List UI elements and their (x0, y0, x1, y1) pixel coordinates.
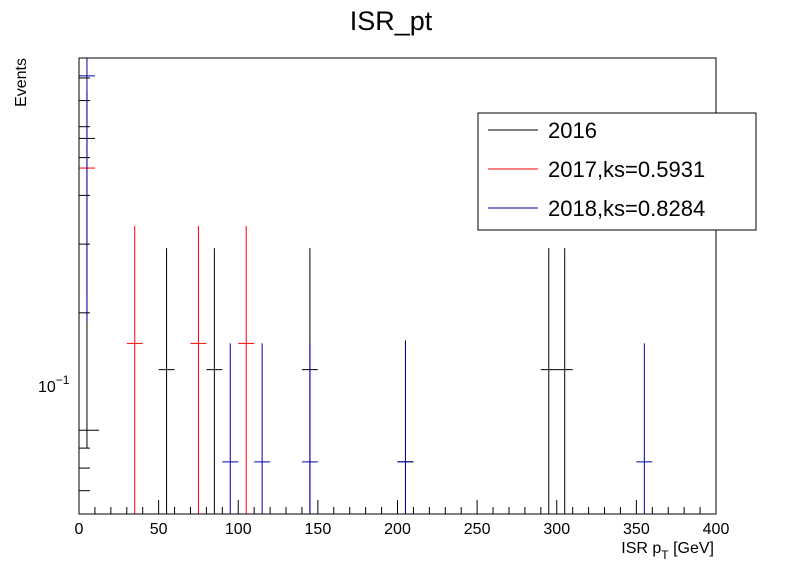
legend-label-2: 2017,ks=0.5931 (548, 157, 705, 182)
x-tick-label-300: 300 (543, 521, 570, 538)
legend-label-1: 2016 (548, 118, 597, 143)
chart-title: ISR_pt (350, 6, 433, 36)
x-tick-label-0: 0 (75, 521, 84, 538)
x-tick-label-100: 100 (225, 521, 252, 538)
x-tick-label-250: 250 (464, 521, 491, 538)
y-tick-label-base: 10 (38, 379, 56, 396)
x-tick-label-400: 400 (703, 521, 730, 538)
x-axis-label-unit: [GeV] (669, 540, 714, 557)
x-tick-label-350: 350 (623, 521, 650, 538)
legend-label-3: 2018,ks=0.8284 (548, 196, 705, 221)
x-axis-label-main: ISR p (621, 540, 661, 557)
y-axis-label: Events (13, 58, 30, 107)
y-tick-label-exponent: −1 (56, 373, 70, 387)
x-tick-label-150: 150 (305, 521, 332, 538)
legend: 2016 2017,ks=0.5931 2018,ks=0.8284 (478, 113, 756, 230)
x-tick-label-50: 50 (150, 521, 168, 538)
x-tick-label-200: 200 (384, 521, 411, 538)
